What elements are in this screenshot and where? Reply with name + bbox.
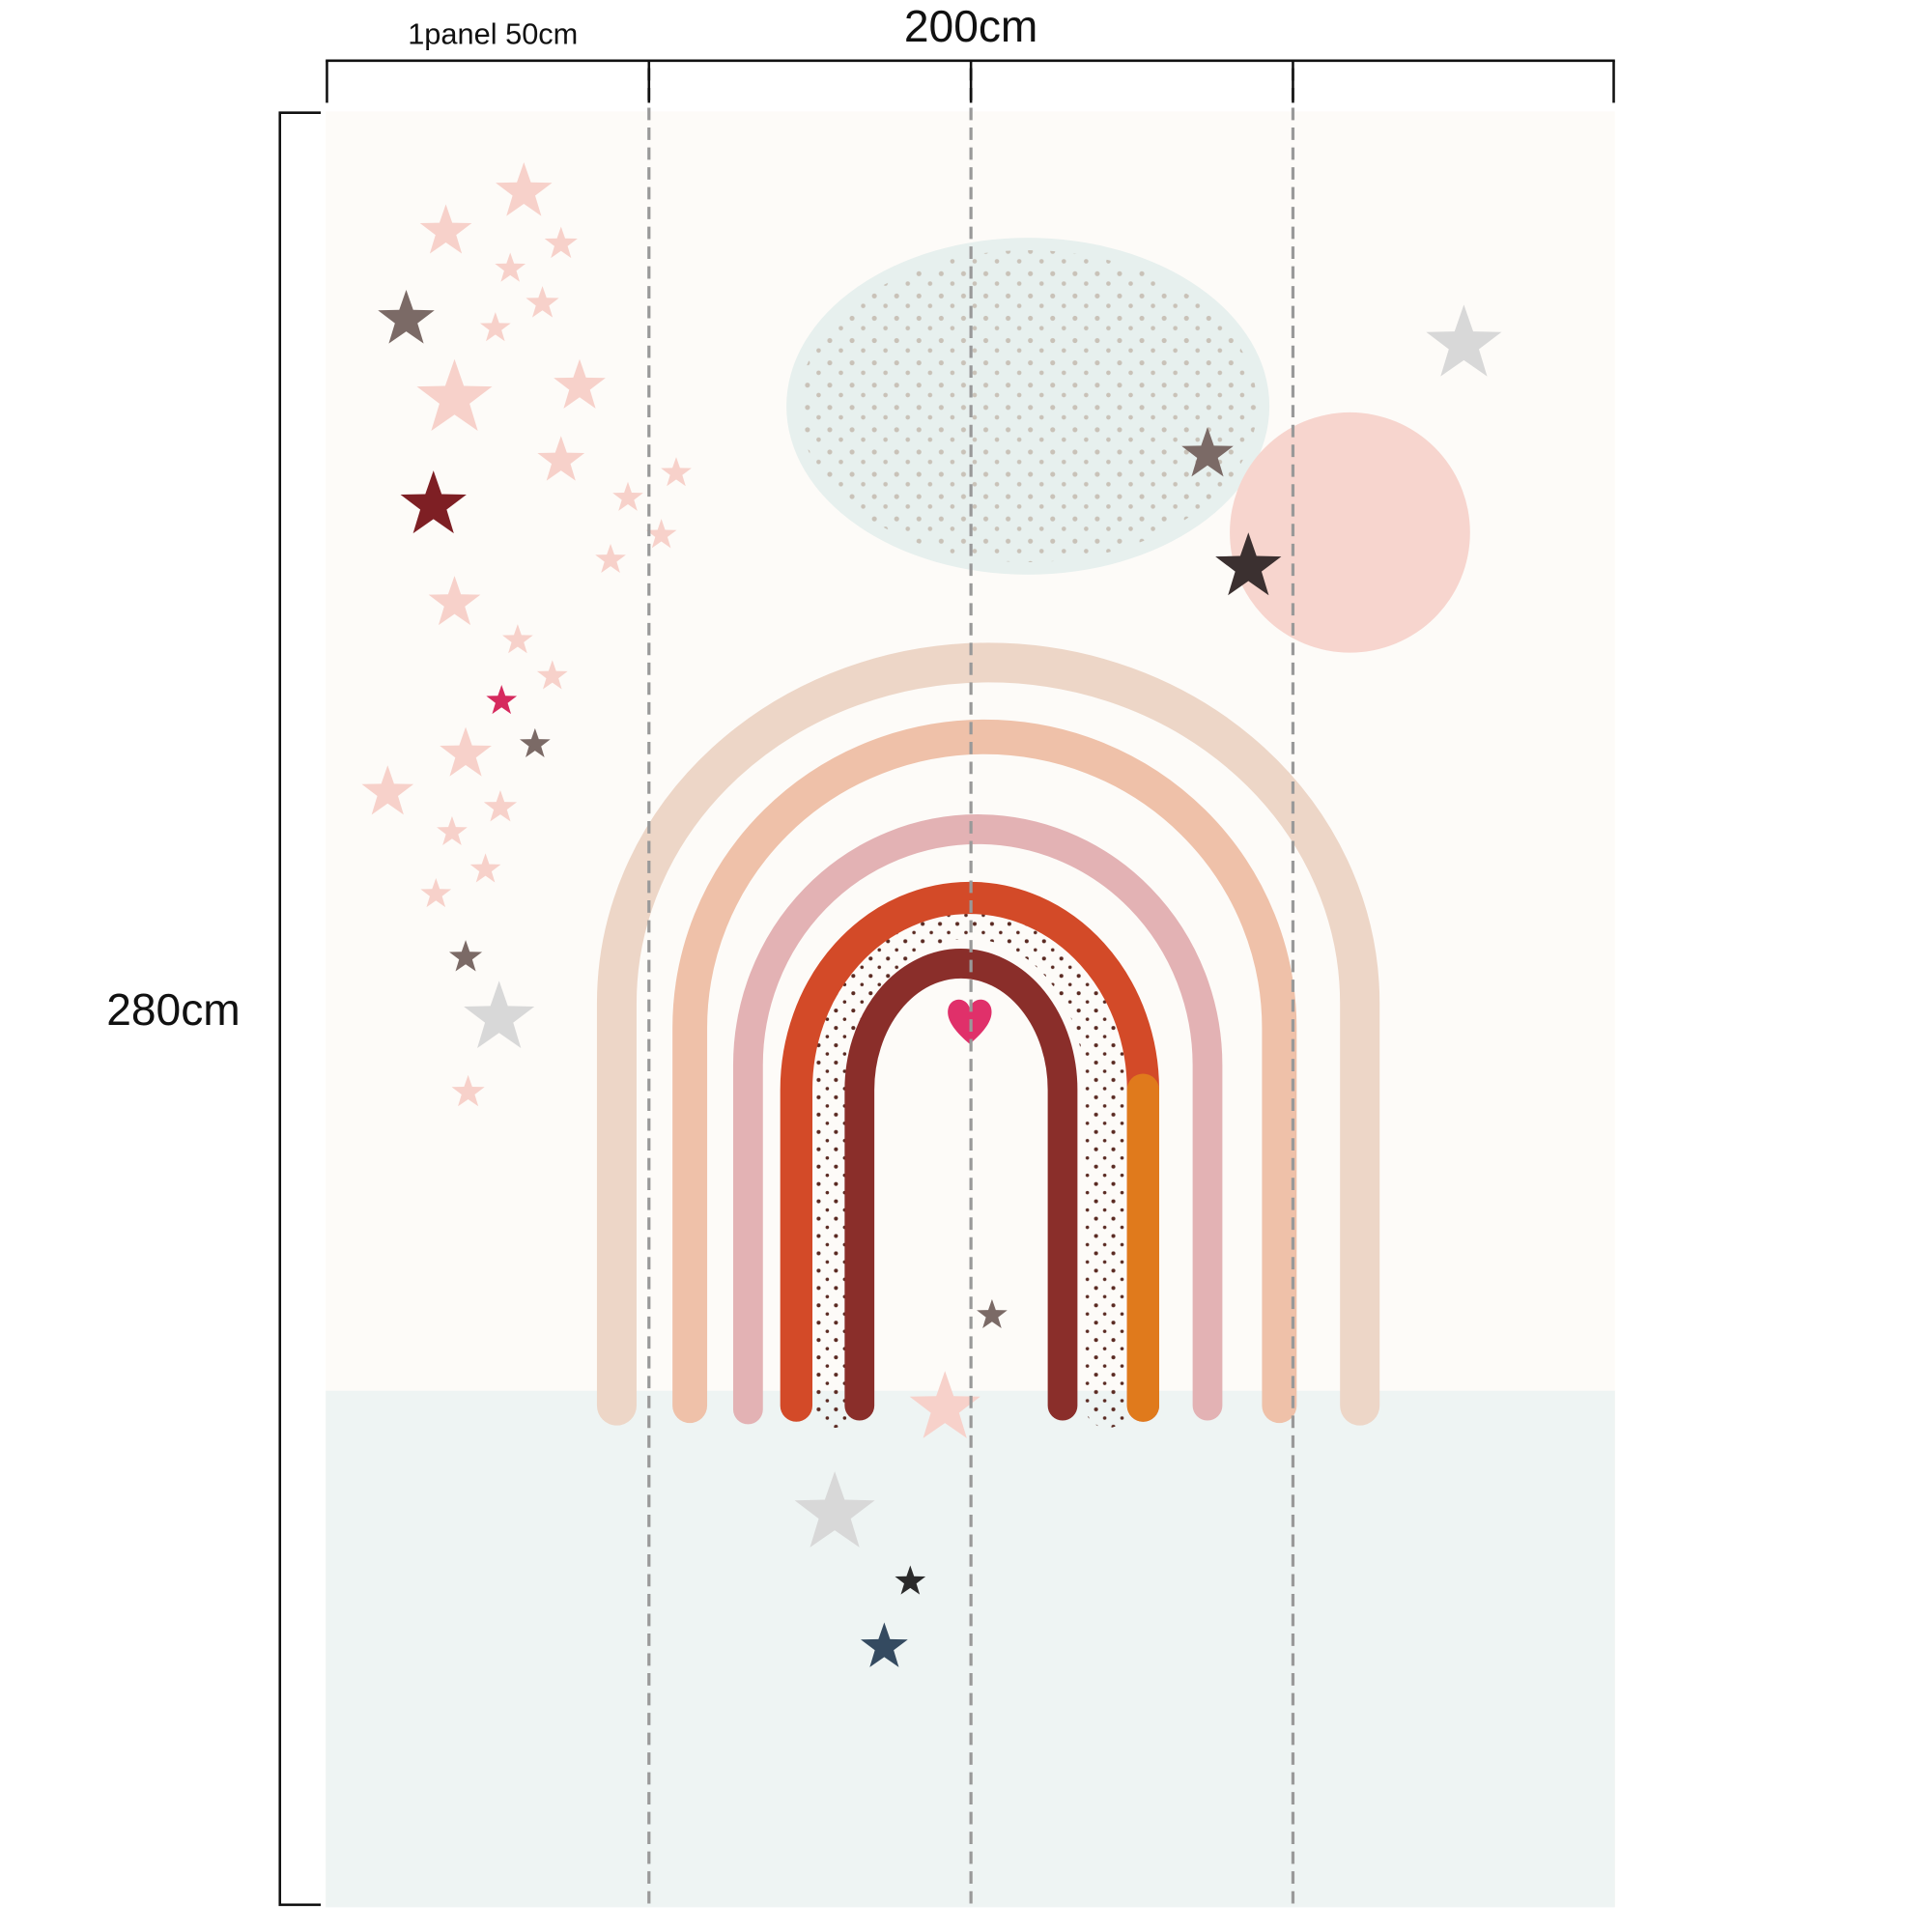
rainbow-arc xyxy=(596,642,1380,1426)
mural-floor xyxy=(326,1390,1615,1908)
sun xyxy=(1230,412,1470,653)
rainbow-arc xyxy=(672,719,1297,1424)
height-label: 280cm xyxy=(106,984,241,1035)
panel-width-label: 1panel 50cm xyxy=(408,16,578,50)
rainbow xyxy=(596,642,1380,1429)
rainbow-dots xyxy=(810,894,1130,1429)
height-bracket xyxy=(278,111,322,1907)
cloud-dots xyxy=(798,249,1258,563)
dimension-lines xyxy=(278,59,1615,1907)
panel-seams xyxy=(647,68,1295,1908)
rainbow-arc xyxy=(844,949,1078,1421)
rainbow-arc xyxy=(780,881,1160,1422)
total-width-label: 200cm xyxy=(904,1,1037,51)
rainbow-arc xyxy=(732,814,1223,1425)
